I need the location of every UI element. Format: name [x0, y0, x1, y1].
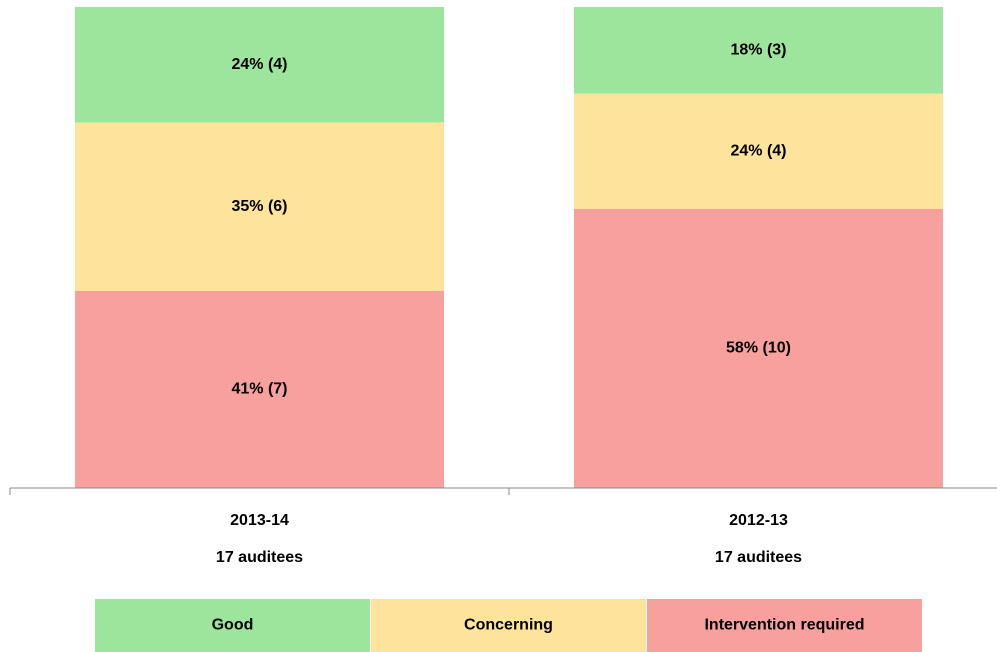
legend-swatch — [95, 599, 370, 652]
bar-segment — [75, 7, 444, 123]
bar-segment — [574, 93, 943, 210]
legend-swatch — [647, 599, 922, 652]
legend-label: Concerning — [464, 617, 553, 634]
data-label: 24% (4) — [730, 143, 786, 160]
legend-label: Intervention required — [704, 617, 864, 634]
data-label: 18% (3) — [730, 42, 786, 59]
x-tick-sublabel: 17 auditees — [216, 549, 303, 566]
legend-swatch — [371, 599, 646, 652]
x-tick-sublabel: 17 auditees — [715, 549, 802, 566]
bar-segment — [75, 122, 444, 291]
x-tick-label: 2012-13 — [729, 512, 788, 529]
x-tick-label: 2013-14 — [230, 512, 289, 529]
bar-segment — [574, 209, 943, 488]
bar-segment — [75, 290, 444, 488]
data-label: 35% (6) — [231, 198, 287, 215]
legend-label: Good — [212, 617, 254, 634]
bar-segment — [574, 7, 943, 94]
data-label: 41% (7) — [231, 381, 287, 398]
data-label: 24% (4) — [231, 56, 287, 73]
data-label: 58% (10) — [726, 340, 791, 357]
